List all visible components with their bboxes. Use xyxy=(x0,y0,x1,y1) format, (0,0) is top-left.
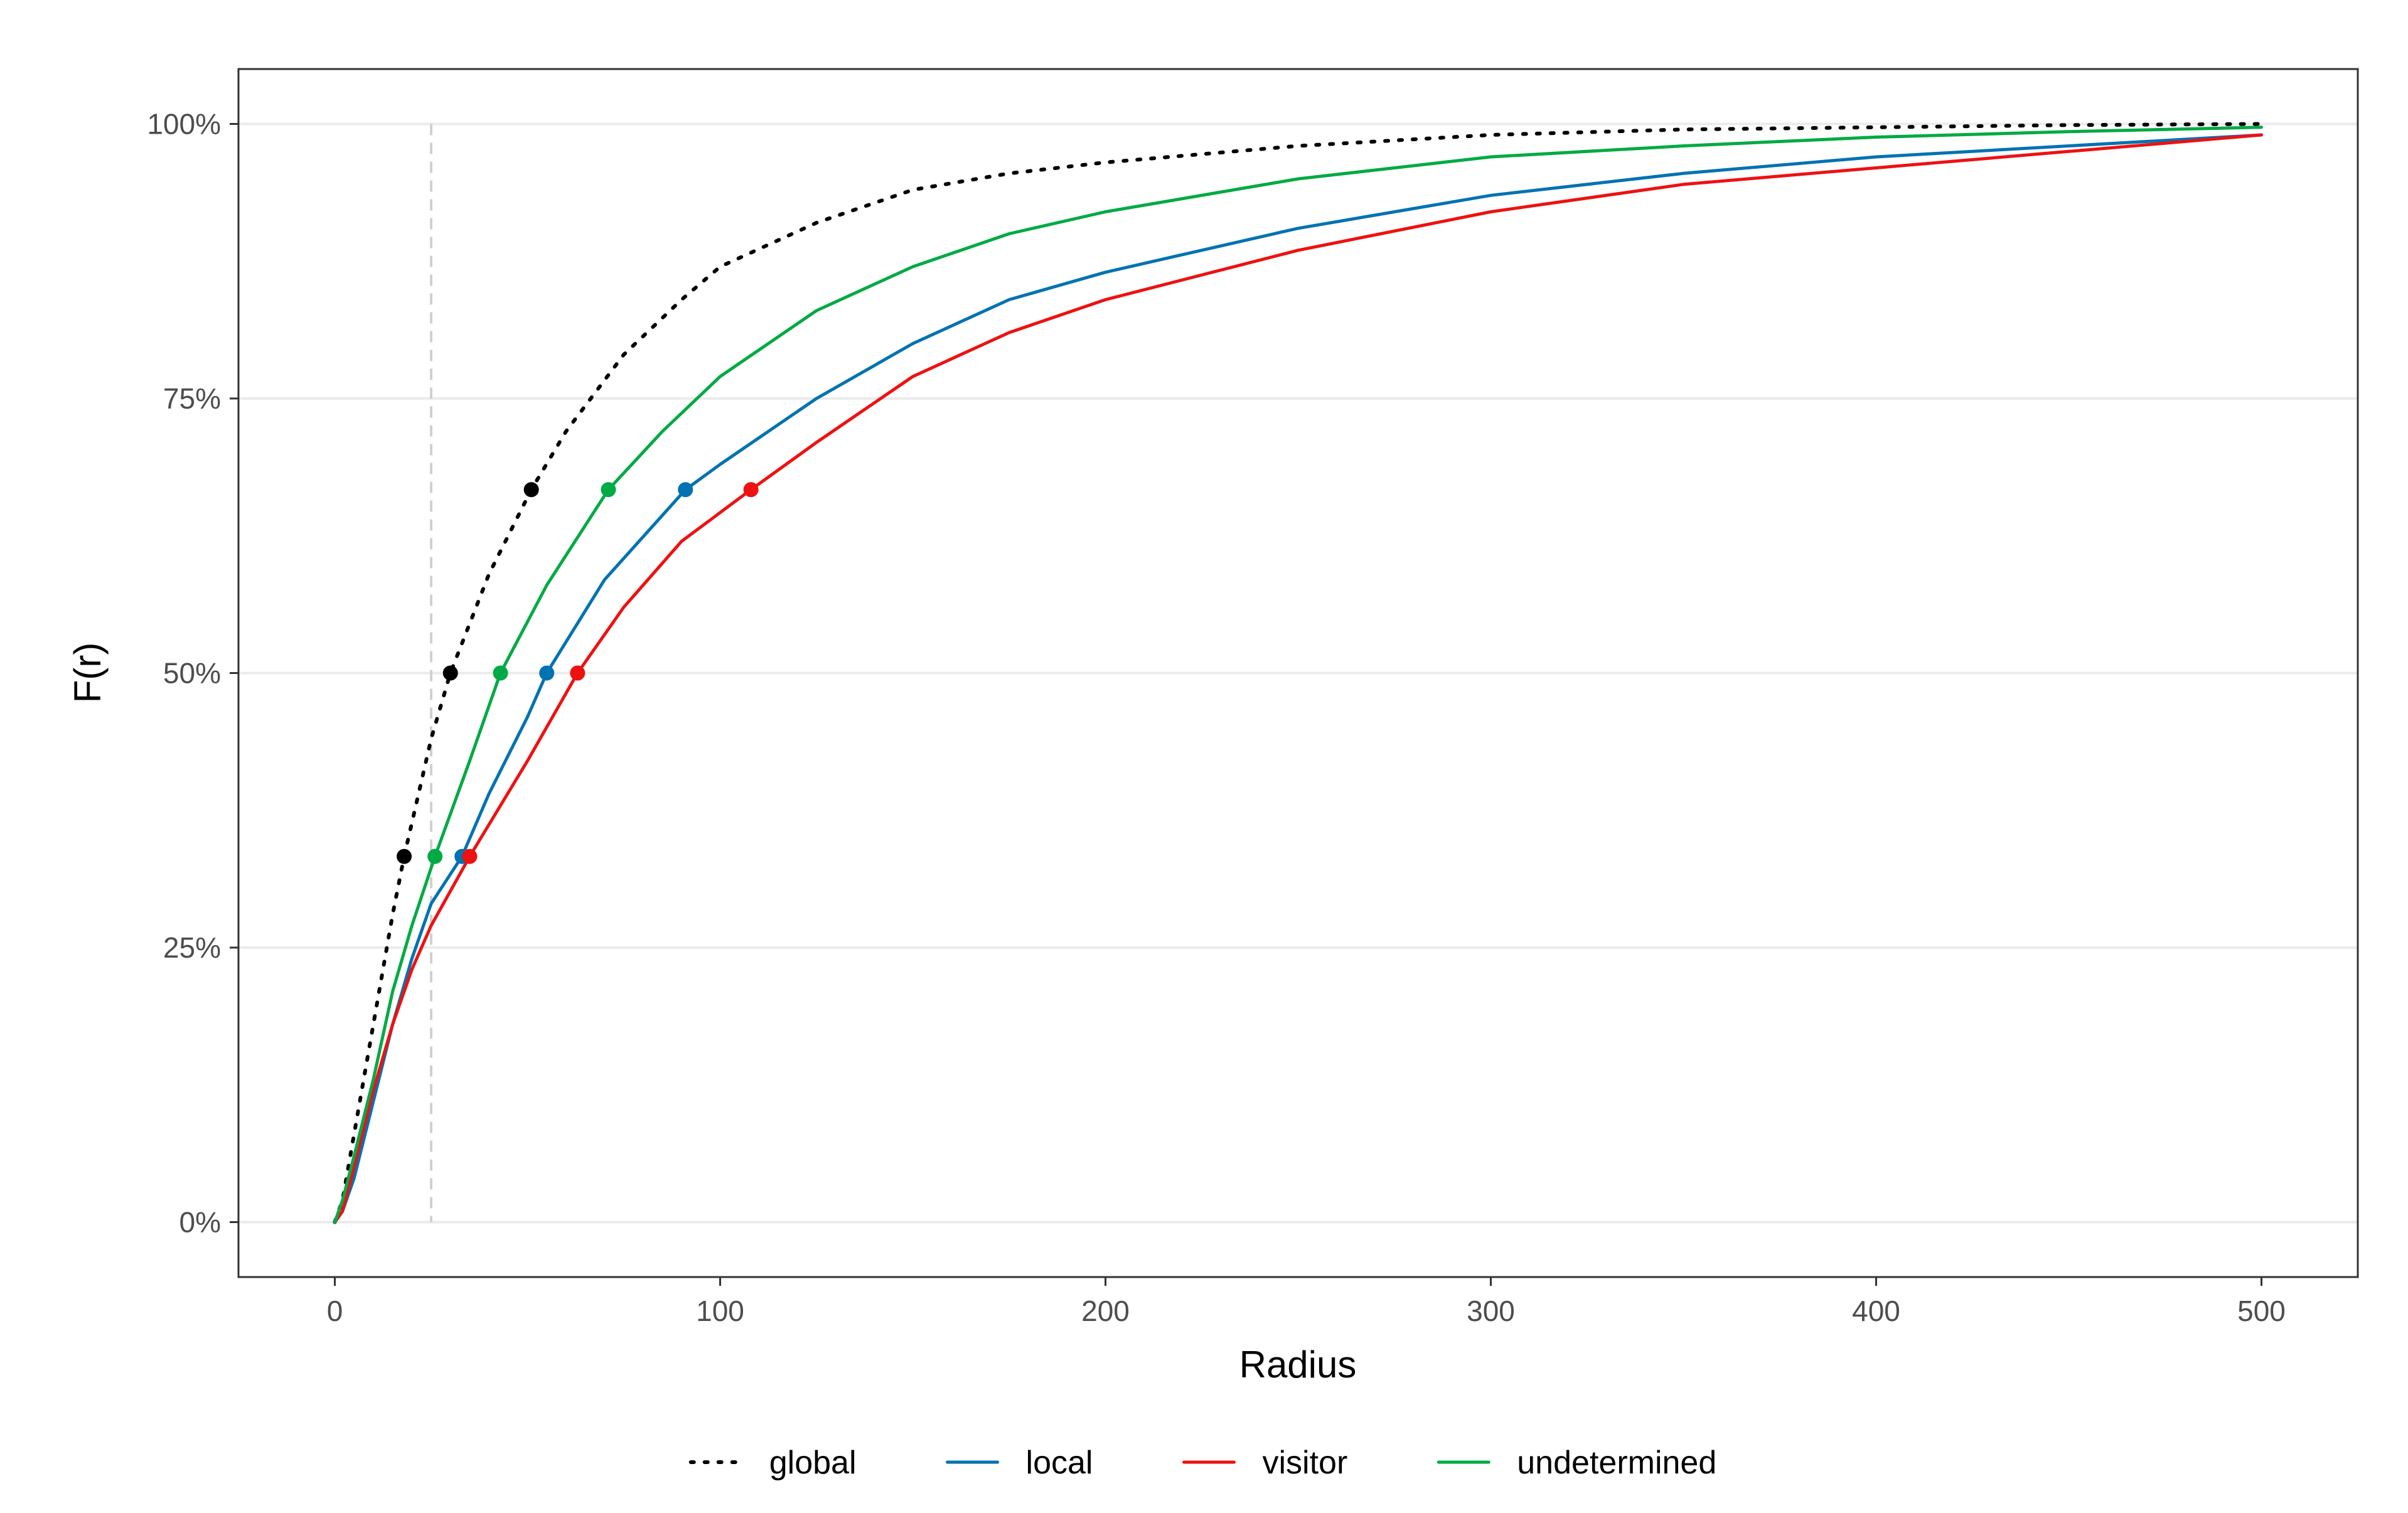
y-tick-label-0: 0% xyxy=(179,1206,221,1239)
legend-label-undetermined: undetermined xyxy=(1517,1445,1716,1481)
x-tick-label-4: 400 xyxy=(1852,1295,1900,1327)
y-tick-label-1: 25% xyxy=(163,931,221,964)
x-tick-label-3: 300 xyxy=(1467,1295,1515,1327)
x-axis-title: Radius xyxy=(1239,1344,1357,1386)
marker-visitor-2 xyxy=(743,482,759,498)
x-tick-label-2: 200 xyxy=(1081,1295,1130,1327)
marker-global-1 xyxy=(442,665,458,681)
y-axis: 0% 25% 50% 75% 100% xyxy=(147,108,238,1239)
marker-global-2 xyxy=(523,482,539,498)
marker-undetermined-0 xyxy=(427,848,443,864)
legend: global local visitor undetermined xyxy=(688,1445,1716,1481)
x-tick-label-1: 100 xyxy=(696,1295,744,1327)
series-markers xyxy=(397,482,759,864)
marker-visitor-0 xyxy=(462,848,478,864)
x-tick-label-0: 0 xyxy=(327,1295,343,1327)
marker-local-1 xyxy=(539,665,555,681)
series-line-visitor xyxy=(333,133,2263,1224)
series-lines xyxy=(333,122,2264,1224)
y-axis-title: F(r) xyxy=(67,643,109,703)
x-tick-label-5: 500 xyxy=(2237,1295,2286,1327)
x-axis: 0 100 200 300 400 500 xyxy=(327,1277,2286,1327)
series-line-undetermined xyxy=(333,126,2263,1224)
y-tick-label-2: 50% xyxy=(163,657,221,690)
marker-global-0 xyxy=(397,848,412,864)
y-tick-label-4: 100% xyxy=(147,108,221,141)
y-tick-label-3: 75% xyxy=(163,382,221,415)
marker-undetermined-2 xyxy=(601,482,616,498)
marker-visitor-1 xyxy=(570,665,586,681)
legend-label-visitor: visitor xyxy=(1262,1445,1347,1481)
marker-local-2 xyxy=(678,482,693,498)
legend-label-global: global xyxy=(769,1445,857,1481)
marker-undetermined-1 xyxy=(493,665,508,681)
legend-label-local: local xyxy=(1026,1445,1093,1481)
series-line-global xyxy=(333,122,2264,1224)
